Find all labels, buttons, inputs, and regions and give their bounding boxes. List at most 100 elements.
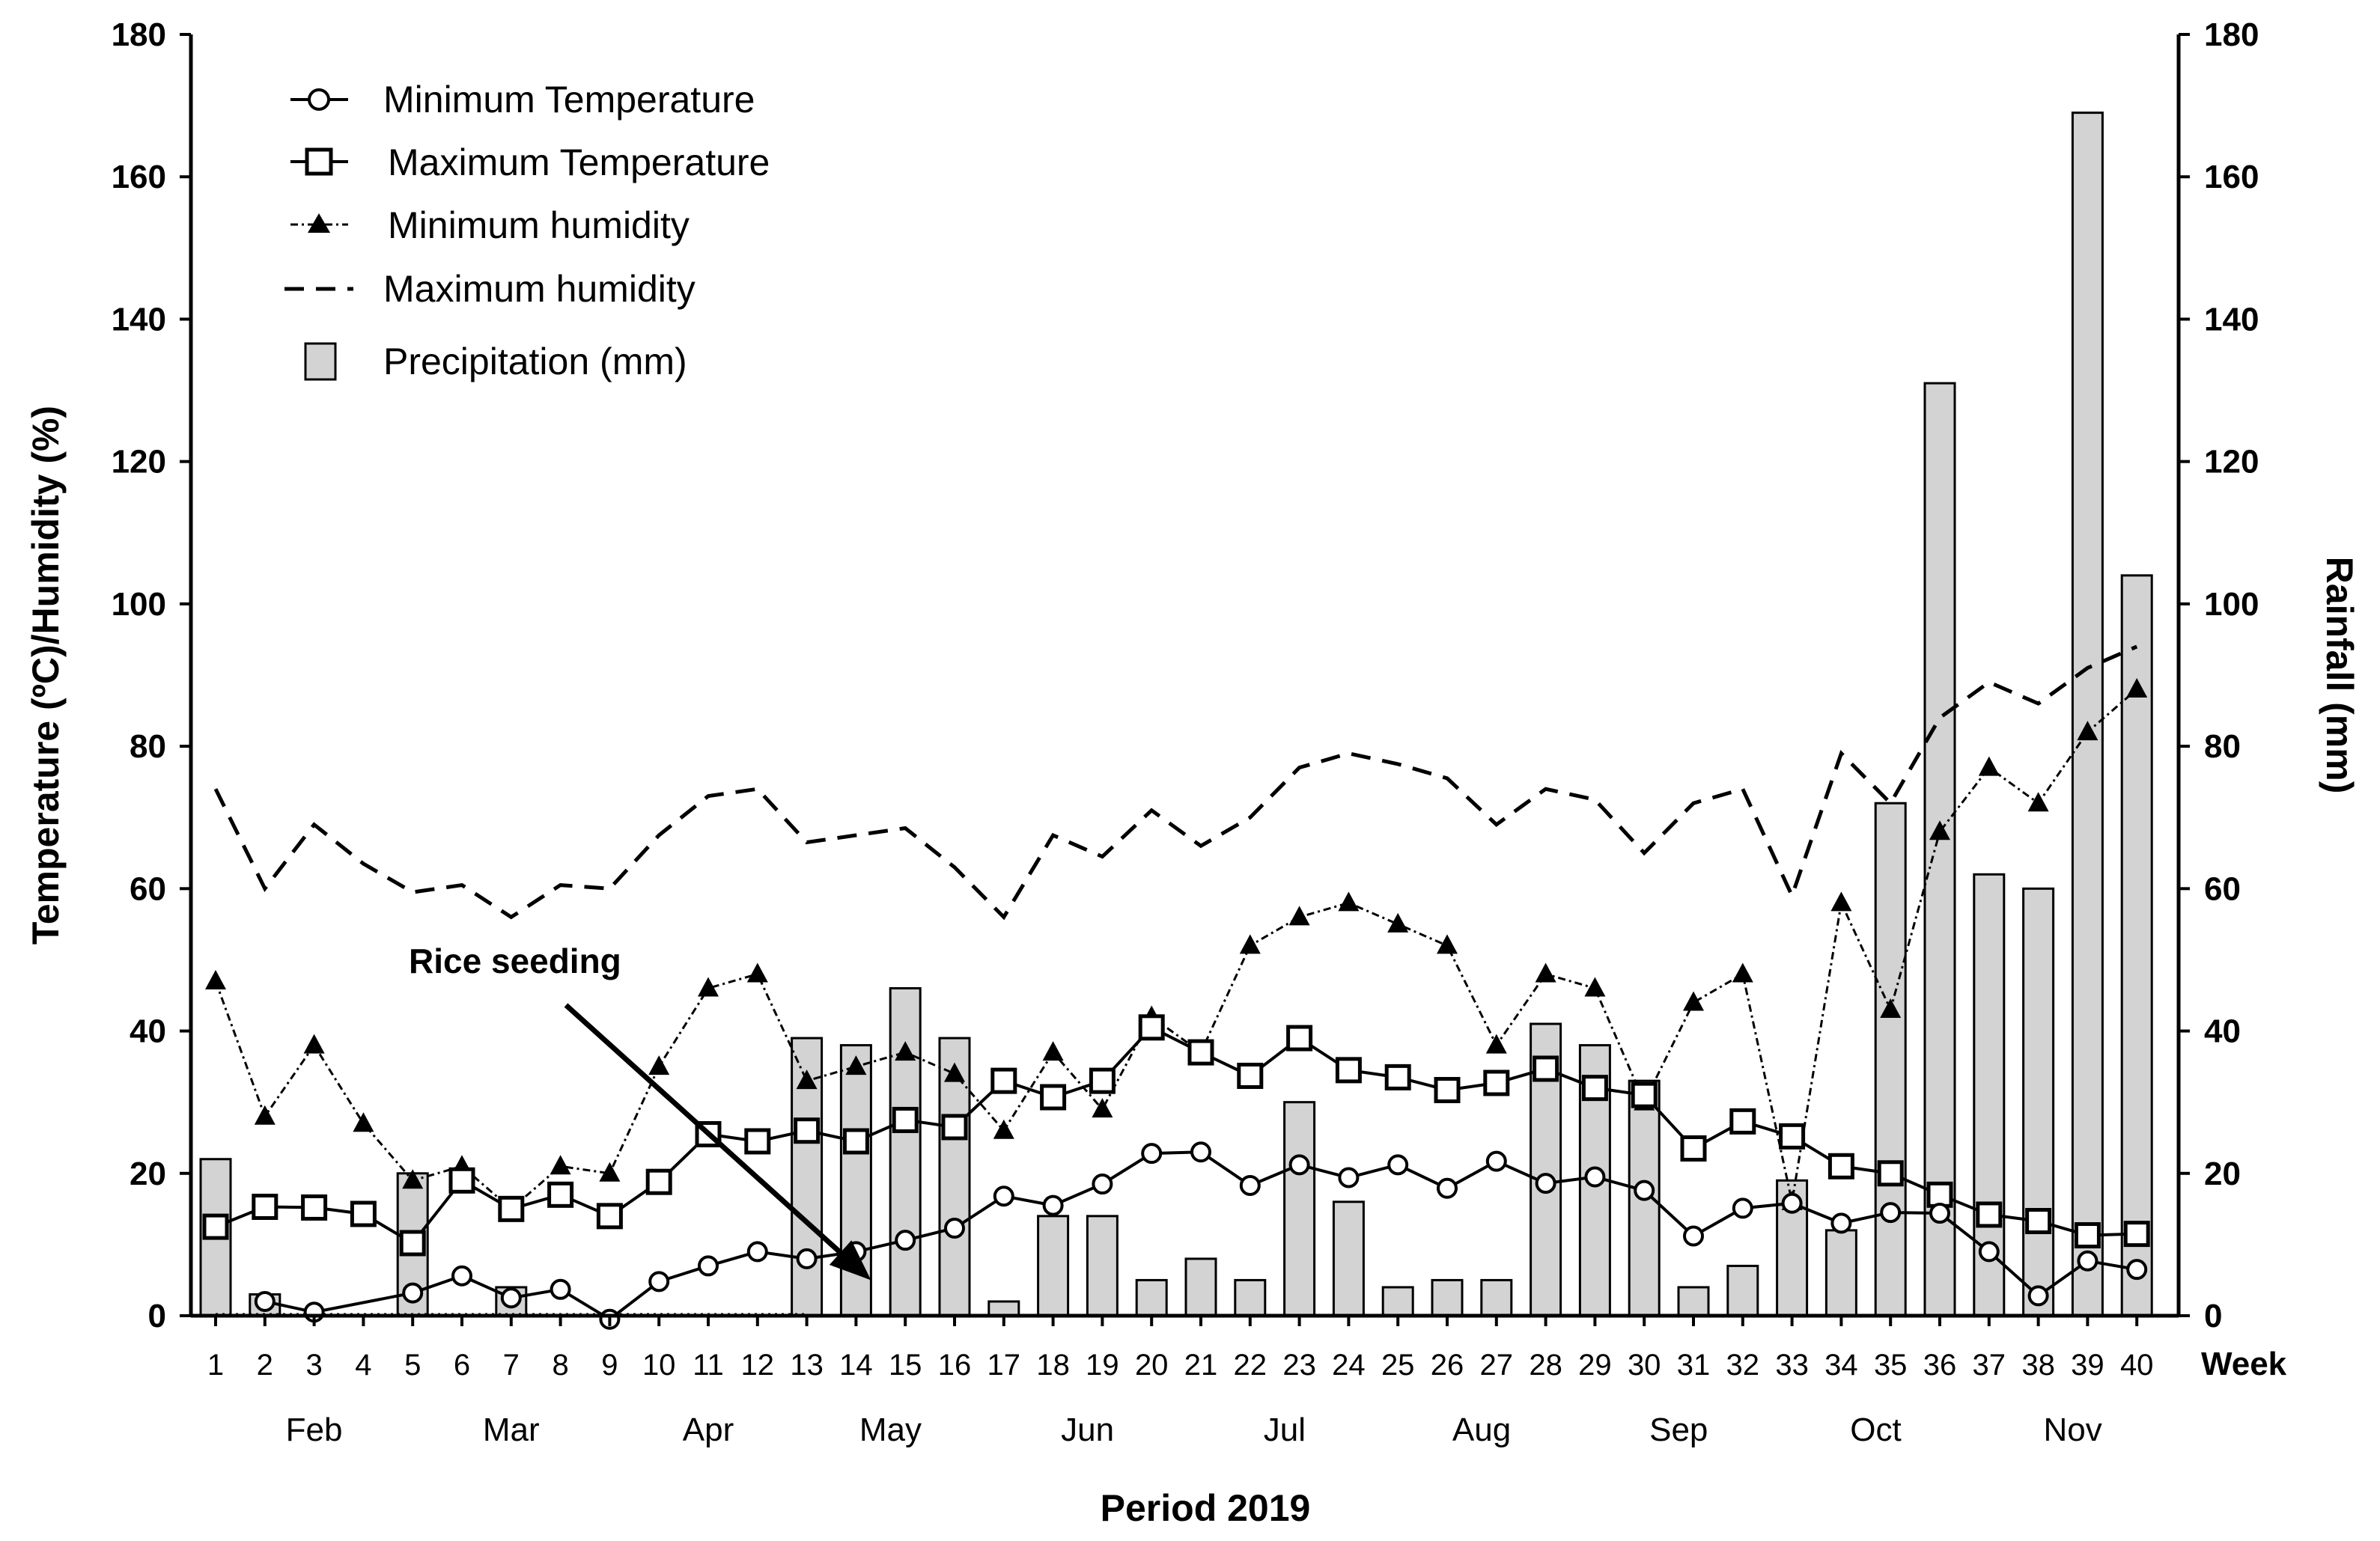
max-temperature-point xyxy=(2025,1208,2052,1235)
min-humidity-point xyxy=(1683,991,1704,1011)
right-y-tick-label: 100 xyxy=(2204,586,2259,623)
precipitation-bar xyxy=(1184,1257,1217,1317)
right-y-tick-label: 0 xyxy=(2204,1298,2222,1334)
x-tick-label: 37 xyxy=(1973,1349,2006,1382)
min-temperature-point xyxy=(1437,1177,1458,1199)
precipitation-bar xyxy=(1726,1264,1759,1317)
x-tick-label: 18 xyxy=(1036,1349,1070,1382)
left-axis-title: Temperature (ºC)/Humidity (%) xyxy=(25,406,67,945)
min-temperature-point xyxy=(1584,1166,1606,1188)
min-temperature-point xyxy=(1781,1192,1803,1214)
min-temperature-point xyxy=(1387,1154,1409,1176)
x-tick-label: 16 xyxy=(938,1349,972,1382)
min-humidity-point xyxy=(746,962,768,983)
max-temperature-point xyxy=(794,1117,821,1144)
right-y-tick-label: 140 xyxy=(2204,301,2259,338)
right-y-tick-label: 180 xyxy=(2204,16,2259,53)
legend-label: Minimum humidity xyxy=(388,204,690,246)
max-temperature-point xyxy=(2123,1221,2150,1248)
max-humidity-line xyxy=(213,644,2138,921)
month-label: Sep xyxy=(1649,1412,1708,1448)
min-temperature-point xyxy=(1683,1225,1704,1247)
x-tick-label: 28 xyxy=(1529,1349,1562,1382)
min-temperature-point xyxy=(1634,1180,1655,1201)
max-temperature-point xyxy=(1729,1108,1756,1135)
max-temperature-point xyxy=(1237,1062,1264,1089)
min-temperature-point xyxy=(1535,1173,1556,1194)
month-label: Oct xyxy=(1850,1412,1901,1448)
min-temperature-point xyxy=(2077,1250,2099,1272)
max-temperature-point xyxy=(1926,1181,1953,1208)
precipitation-bar xyxy=(987,1300,1020,1317)
x-tick-label: 15 xyxy=(889,1349,922,1382)
x-axis-title: Period 2019 xyxy=(1101,1487,1311,1529)
precipitation-bar xyxy=(1037,1215,1070,1317)
x-tick-label: 27 xyxy=(1480,1349,1514,1382)
precipitation-bar xyxy=(2022,887,2055,1317)
precipitation-bar xyxy=(1332,1200,1365,1317)
min-humidity-point xyxy=(550,1155,571,1175)
min-temperature-point xyxy=(1288,1154,1310,1176)
min-temperature-point xyxy=(746,1241,768,1263)
min-temperature-point xyxy=(1042,1194,1064,1216)
max-temperature-point xyxy=(1680,1135,1707,1162)
x-tick-label: 20 xyxy=(1135,1349,1169,1382)
min-temperature-point xyxy=(648,1271,670,1293)
max-temperature-point xyxy=(2074,1222,2101,1249)
min-temperature-point xyxy=(944,1218,965,1239)
right-y-tick-label: 160 xyxy=(2204,159,2259,195)
legend-item-min-humidity: Minimum humidity xyxy=(290,204,690,246)
month-label: Jul xyxy=(1264,1412,1306,1448)
x-tick-label: 19 xyxy=(1086,1349,1119,1382)
max-temperature-point xyxy=(399,1230,426,1257)
min-humidity-point xyxy=(1239,934,1261,954)
min-humidity-point xyxy=(1092,1098,1113,1118)
x-tick-label: 1 xyxy=(207,1349,224,1382)
min-temperature-point xyxy=(550,1278,571,1300)
max-temperature-point xyxy=(941,1114,968,1141)
min-humidity-point xyxy=(2126,678,2148,698)
precipitation-bar xyxy=(1677,1286,1710,1317)
x-tick-label: 39 xyxy=(2071,1349,2104,1382)
min-temperature-point xyxy=(1732,1197,1753,1219)
min-humidity-point xyxy=(648,1055,670,1075)
max-temperature-point xyxy=(1286,1025,1313,1052)
legend-item-max-temp: Maximum Temperature xyxy=(290,141,770,183)
max-temperature-point xyxy=(252,1193,279,1220)
min-humidity-point xyxy=(2027,792,2049,812)
min-humidity-point xyxy=(1288,906,1310,926)
x-tick-label: 2 xyxy=(257,1349,273,1382)
x-tick-label: 34 xyxy=(1824,1349,1858,1382)
annotation-text: Rice seeding xyxy=(409,942,621,980)
month-label: Aug xyxy=(1452,1412,1511,1448)
precipitation-bar xyxy=(1086,1215,1119,1317)
month-label: Jun xyxy=(1061,1412,1114,1448)
max-temperature-point xyxy=(1089,1067,1116,1094)
x-tick-label: 31 xyxy=(1677,1349,1711,1382)
precipitation-bars xyxy=(199,112,2153,1317)
min-temperature-point xyxy=(796,1248,818,1269)
max-temperature-point xyxy=(892,1106,919,1133)
week-label: Week xyxy=(2201,1346,2287,1382)
precipitation-bar xyxy=(1431,1278,1464,1317)
precipitation-bar xyxy=(1874,802,1907,1317)
right-y-tick-label: 20 xyxy=(2204,1156,2241,1192)
precipitation-bar xyxy=(889,986,922,1317)
max-temperature-point xyxy=(695,1120,722,1147)
precipitation-bar xyxy=(1283,1101,1316,1317)
max-temperature-point xyxy=(1187,1039,1214,1066)
x-tick-label: 9 xyxy=(601,1349,618,1382)
min-humidity-point xyxy=(944,1062,965,1082)
min-temperature-point xyxy=(1929,1203,1950,1224)
month-label: Mar xyxy=(483,1412,540,1448)
min-temperature-point xyxy=(254,1290,276,1312)
x-tick-label: 4 xyxy=(355,1349,371,1382)
x-tick-label: 36 xyxy=(1923,1349,1957,1382)
max-temperature-point xyxy=(596,1203,623,1230)
min-humidity-point xyxy=(402,1169,424,1189)
x-tick-label: 29 xyxy=(1578,1349,1612,1382)
min-temperature-point xyxy=(1239,1174,1261,1196)
min-humidity-point xyxy=(1535,962,1556,983)
